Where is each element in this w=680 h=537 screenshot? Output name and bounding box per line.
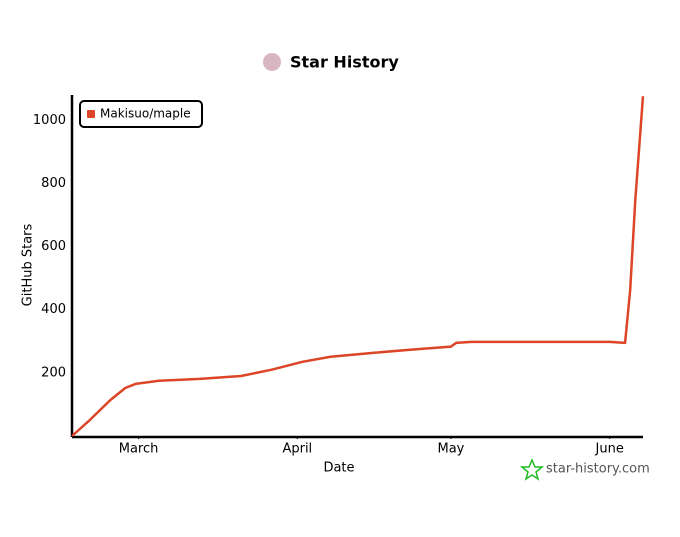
legend-swatch	[87, 110, 95, 118]
y-tick-label: 1000	[33, 113, 66, 128]
y-tick-label: 600	[41, 239, 66, 254]
avatar	[263, 53, 281, 71]
x-tick-label: April	[282, 442, 312, 457]
y-tick-label: 200	[41, 365, 66, 380]
legend-box	[79, 100, 203, 128]
y-tick-label: 800	[41, 176, 66, 191]
x-tick-label: March	[119, 442, 159, 457]
x-tick-label: May	[438, 442, 465, 457]
watermark: star-history.com	[546, 462, 650, 477]
x-axis-label: Date	[323, 461, 354, 476]
y-axis-label: GitHub Stars	[21, 223, 36, 306]
watermark-icon	[519, 458, 545, 481]
chart-title: Star History	[290, 53, 399, 72]
line	[71, 96, 645, 437]
x-tick-label: June	[595, 442, 624, 457]
y-tick-label: 400	[41, 302, 66, 317]
legend-label: Makisuo/maple	[100, 107, 191, 121]
